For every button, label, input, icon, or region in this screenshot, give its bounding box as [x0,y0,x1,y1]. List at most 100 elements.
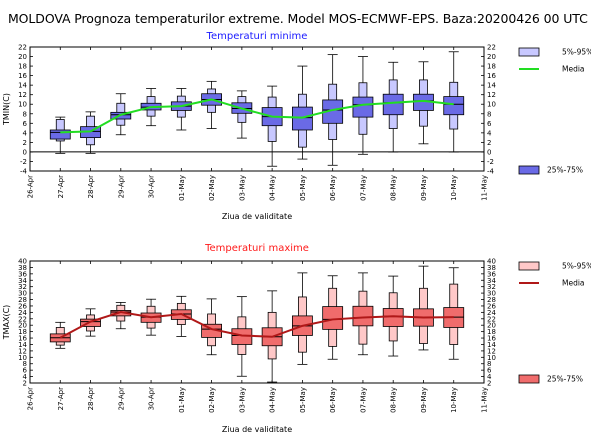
tmax-plot-frame [29,260,485,384]
tmin-xtick-label: 26-Apr [27,175,35,199]
tmax-ytick-label-left: 18 [18,328,27,336]
tmax-ytick-label-right: 32 [487,283,496,291]
tmax-ytick-label-left: 24 [18,309,27,317]
tmin-ytick-label-left: 22 [18,44,27,52]
tmin-legend-label-media: Media [562,65,585,74]
tmax-xtick-label: 27-Apr [57,387,65,411]
tmax-ytick-label-right: 38 [487,264,496,272]
tmin-ytick-label-left: 18 [18,63,27,71]
tmax-ytick-label-right: 16 [487,335,496,343]
tmin-ytick-label-right: 6 [487,120,492,128]
tmax-legend-label-media: Media [562,279,585,288]
tmax-ytick-label-right: 4 [487,373,492,381]
tmin-xtick-label: 08-May [390,175,398,201]
tmax-ytick-label-right: 14 [487,341,496,349]
tmax-xtick-label: 05-May [299,387,307,413]
tmax-ytick-label-left: 28 [18,296,27,304]
tmin-xtick-label: 28-Apr [87,175,95,199]
tmin-legend-swatch-25-75 [518,165,540,175]
tmax-xtick-label: 06-May [329,387,337,413]
tmax-legend-swatch-25-75 [518,374,540,384]
tmin-xtick-label: 07-May [359,175,367,201]
tmax-yaxis-title: TMAX(C) [2,305,11,341]
tmin-legend-label-25-75: 25%-75% [547,166,583,175]
tmin-xtick-label: 10-May [450,175,458,201]
tmax-ytick-label-right: 8 [487,360,491,368]
tmax-xtick-label: 02-May [208,387,216,413]
tmax-median-line [59,311,454,339]
tmin-xtick-label: 11-May [481,175,489,201]
tmin-ytick-label-left: 4 [23,129,28,137]
tmax-ytick-label-left: 12 [18,347,27,355]
tmin-ytick-label-left: 12 [18,91,27,99]
tmax-ytick-label-right: 22 [487,315,496,323]
tmin-ytick-label-right: 16 [487,72,496,80]
tmax-ytick-label-left: 32 [18,283,27,291]
tmin-median-line [60,98,454,134]
tmin-plot-frame [29,46,485,172]
tmax-ytick-label-left: 6 [23,367,28,375]
tmax-xtick-label: 30-Apr [148,387,156,411]
tmin-legend-label-5-95: 5%-95% [562,48,591,57]
tmin-ytick-label-right: 18 [487,63,496,71]
tmin-ytick-label-left: 14 [18,82,27,90]
tmax-ytick-label-left: 34 [18,277,27,285]
tmax-ytick-label-right: 26 [487,302,496,310]
tmax-ytick-label-left: 2 [23,380,27,388]
tmax-ytick-label-right: 6 [487,367,492,375]
tmin-xtick-label: 04-May [269,175,277,201]
tmax-xtick-label: 08-May [390,387,398,413]
tmin-ytick-label-right: 4 [487,129,492,137]
tmin-ytick-label-left: 2 [23,139,27,147]
tmin-legend-swatch-5-95 [518,47,540,57]
tmax-ytick-label-left: 36 [18,270,27,278]
tmin-ytick-label-right: -4 [487,168,495,176]
tmin-box-25-75 [352,96,374,118]
tmax-ytick-label-left: 30 [18,290,27,298]
tmax-ytick-label-right: 20 [487,322,496,330]
tmax-ytick-label-right: 30 [487,290,496,298]
tmin-xaxis-title: Ziua de validitate [222,212,292,221]
tmin-ytick-label-right: 12 [487,91,496,99]
tmin-ytick-label-left: 10 [18,101,27,109]
tmax-ytick-label-right: 28 [487,296,496,304]
tmax-ytick-label-left: 40 [18,258,27,266]
tmax-ytick-label-right: 36 [487,270,496,278]
tmax-ytick-label-right: 24 [487,309,496,317]
tmin-ytick-label-left: 16 [18,72,27,80]
tmin-xtick-label: 09-May [420,175,428,201]
tmin-xtick-label: 01-May [178,175,186,201]
tmax-ytick-label-left: 8 [23,360,27,368]
tmax-legend-label-25-75: 25%-75% [547,375,583,384]
tmin-ytick-label-left: 20 [18,53,27,61]
tmax-box-25-75 [352,305,374,327]
tmin-xtick-label: 06-May [329,175,337,201]
tmin-ytick-label-right: 2 [487,139,491,147]
tmax-ytick-label-left: 22 [18,315,27,323]
tmin-ytick-label-left: -4 [20,168,28,176]
tmin-xtick-label: 05-May [299,175,307,201]
tmin-panel-title: Temperaturi minime [206,31,308,42]
tmin-yaxis-title: TMIN(C) [2,93,11,126]
tmin-ytick-label-right: 14 [487,82,496,90]
tmin-ytick-label-right: 20 [487,53,496,61]
tmin-xtick-label: 03-May [238,175,246,201]
tmax-xtick-label: 07-May [359,387,367,413]
tmax-xtick-label: 03-May [238,387,246,413]
tmax-ytick-label-left: 14 [18,341,27,349]
tmin-ytick-label-left: 8 [23,110,27,118]
tmax-ytick-label-right: 2 [487,380,491,388]
chart-main-title: MOLDOVA Prognoza temperaturilor extreme.… [8,11,588,26]
tmax-ytick-label-left: 4 [23,373,28,381]
tmax-xtick-label: 29-Apr [117,387,125,411]
tmin-ytick-label-left: 0 [23,148,27,156]
tmax-ytick-label-left: 16 [18,335,27,343]
tmin-ytick-label-left: 6 [23,120,28,128]
tmax-panel-title: Temperaturi maxime [204,243,309,254]
tmin-box-25-75 [443,96,465,116]
tmax-ytick-label-right: 12 [487,347,496,355]
tmax-xtick-label: 01-May [178,387,186,413]
tmax-ytick-label-left: 38 [18,264,27,272]
tmin-xtick-label: 30-Apr [148,175,156,199]
